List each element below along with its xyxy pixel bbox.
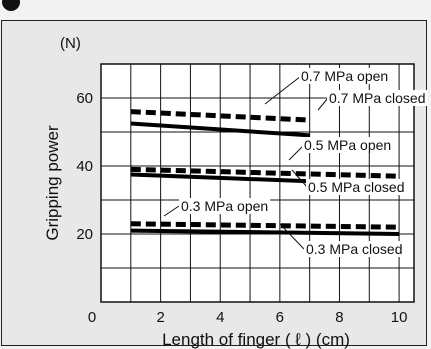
x-tick-label: 2 — [156, 309, 164, 326]
leader-line — [279, 223, 305, 250]
leader-line — [317, 97, 329, 111]
leader-line — [288, 144, 305, 161]
annotations: 0.7 MPa open 0.7 MPa closed 0.5 MPa open 0.… — [179, 68, 428, 257]
leader-line — [291, 169, 308, 188]
y-unit-label: (N) — [60, 35, 81, 52]
leader-line — [264, 75, 302, 105]
series-line-0-3-mpa-closed — [130, 228, 400, 236]
leader-line — [163, 205, 180, 217]
annotation-background — [304, 241, 405, 257]
series-line-0-7-mpa-closed — [130, 121, 310, 138]
series-annotation: 0.5 MPa open — [304, 137, 391, 153]
annotation-background — [327, 90, 428, 106]
annotation-background — [299, 68, 391, 84]
annotation-background — [306, 179, 407, 195]
x-tick-label: 8 — [335, 309, 343, 326]
x-tick-label: 6 — [276, 309, 284, 326]
y-tick-label: 20 — [76, 226, 93, 243]
y-tick-label: 40 — [76, 158, 93, 175]
y-tick-label: 60 — [76, 90, 93, 107]
x-tick-label: 10 — [391, 309, 408, 326]
annotation-leaders — [163, 75, 329, 250]
annotation-background — [179, 198, 271, 214]
x-tick-label: 4 — [216, 309, 224, 326]
header-bar — [0, 0, 431, 20]
series-annotation: 0.7 MPa open — [301, 68, 388, 84]
tick-labels: 0 2 4 6 8 10 20 40 60 — [76, 90, 407, 326]
series-annotation: 0.3 MPa closed — [306, 241, 403, 257]
circle-bullet-icon — [2, 0, 20, 11]
x-axis-label: Length of finger ( ℓ ) (cm) — [162, 330, 350, 349]
x-tick-label: 0 — [88, 309, 96, 326]
series-annotation: 0.7 MPa closed — [329, 90, 426, 106]
series-annotation: 0.5 MPa closed — [308, 179, 405, 195]
annotation-background — [302, 137, 394, 153]
series-annotation: 0.3 MPa open — [181, 198, 268, 214]
y-axis-label: Gripping power — [43, 125, 62, 241]
